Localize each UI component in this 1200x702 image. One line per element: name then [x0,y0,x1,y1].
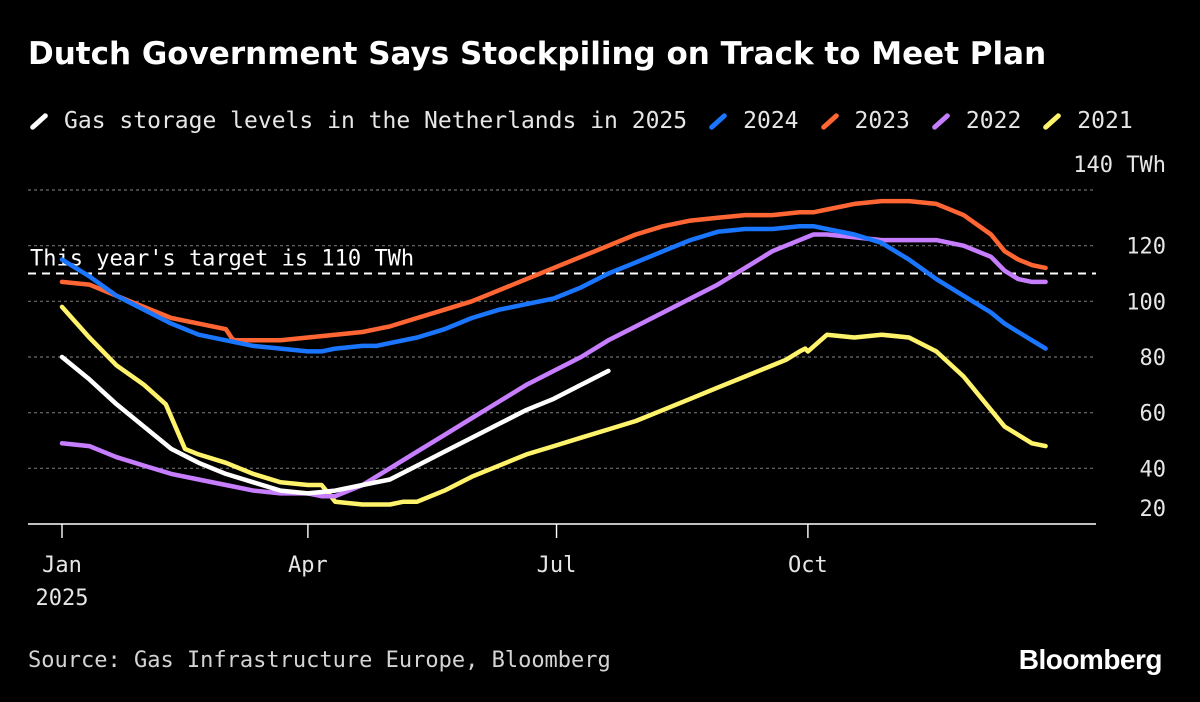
series-line-gas-storage-levels-in-the-netherlands-in-2025 [59,354,611,496]
x-tick-label-jan: Jan [42,553,82,578]
legend-label-2023: 2023 [854,108,910,134]
legend-item-2021: 2021 [1041,108,1133,134]
x-tick-sublabel-2025: 2025 [36,586,89,611]
series-line-2024 [59,223,1048,354]
y-tick-label-80: 80 [1140,346,1167,371]
series-line-2023 [59,198,1048,343]
y-tick-label-120: 120 [1126,235,1166,260]
chart-title: Dutch Government Says Stockpiling on Tra… [28,36,1047,72]
y-tick-label-20: 20 [1140,497,1167,522]
source-note: Source: Gas Infrastructure Europe, Bloom… [28,648,611,673]
y-tick-label-60: 60 [1140,402,1167,427]
y-tick-label-40: 40 [1140,457,1167,482]
legend-label-2021: 2021 [1077,108,1133,134]
legend-label-2022: 2022 [965,108,1022,134]
series-line-2022 [59,232,1048,499]
target-label: This year's target is 110 TWh [30,247,414,272]
chart-legend: Gas storage levels in the Netherlands in… [28,104,1153,138]
legend-item-2022: 2022 [930,108,1021,134]
legend-item-2025: Gas storage levels in the Netherlands in… [28,108,687,134]
bloomberg-logo: Bloomberg [1018,644,1163,675]
series-line-2021 [59,304,1048,507]
x-tick-label-jul: Jul [537,553,577,578]
y-tick-label-140: 140 TWh [1073,153,1166,178]
x-tick-label-oct: Oct [788,553,828,578]
legend-label-2025: Gas storage levels in the Netherlands in… [64,108,688,134]
y-tick-label-100: 100 [1126,290,1166,315]
legend-item-2023: 2023 [819,108,910,134]
x-tick-label-apr: Apr [288,553,328,578]
legend-label-2024: 2024 [743,108,799,134]
legend-item-2024: 2024 [707,108,799,134]
